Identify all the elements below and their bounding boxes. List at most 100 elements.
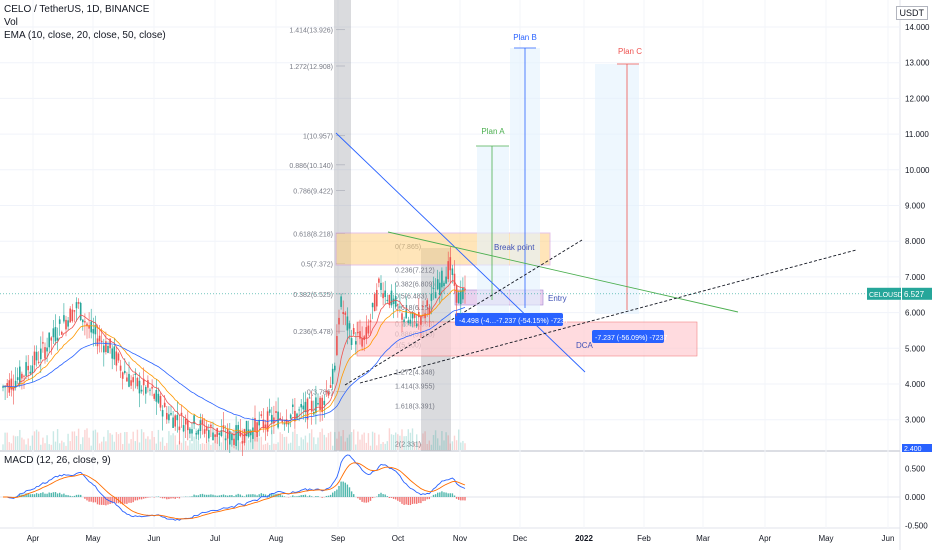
candle-body bbox=[460, 291, 462, 305]
candle-body bbox=[302, 405, 305, 410]
macd-histogram-bar bbox=[145, 497, 147, 499]
volume-bar bbox=[378, 434, 380, 450]
candle-body bbox=[174, 415, 176, 427]
macd-histogram-bar bbox=[191, 496, 193, 497]
candle-body bbox=[82, 319, 84, 323]
price-axis-bg bbox=[900, 0, 932, 550]
signal-line bbox=[2, 462, 466, 520]
volume-bar bbox=[380, 443, 382, 450]
volume-bar bbox=[115, 432, 118, 450]
measure-label-2-bg bbox=[592, 330, 664, 343]
volume-bar bbox=[65, 445, 67, 450]
trendline-dashed-2 bbox=[359, 249, 857, 384]
volume-bar bbox=[292, 431, 294, 450]
ema-20-line bbox=[2, 289, 466, 434]
candle-body bbox=[336, 336, 338, 356]
volume-bar bbox=[260, 436, 262, 450]
volume-bar bbox=[203, 443, 206, 450]
volume-bar bbox=[90, 445, 92, 450]
macd-histogram-bar bbox=[363, 497, 365, 503]
candle-body bbox=[348, 323, 351, 329]
macd-legend: MACD (12, 26, close, 9) bbox=[4, 455, 111, 466]
candle-body bbox=[264, 424, 267, 428]
candle-body bbox=[40, 348, 42, 360]
trendline-green bbox=[387, 231, 739, 313]
volume-bar bbox=[308, 433, 311, 450]
candle-body bbox=[294, 410, 296, 422]
x-tick-label: Jul bbox=[210, 534, 220, 543]
macd-histogram-bar bbox=[367, 497, 370, 503]
candle-body bbox=[453, 273, 456, 286]
macd-histogram-bar bbox=[403, 497, 405, 505]
x-tick-label: Apr bbox=[759, 534, 772, 543]
candle-body bbox=[352, 328, 355, 335]
macd-histogram-bar bbox=[237, 493, 239, 497]
macd-histogram-bar bbox=[174, 497, 176, 499]
macd-histogram-bar bbox=[325, 495, 328, 497]
volume-bar bbox=[405, 436, 407, 450]
candle-body bbox=[445, 276, 447, 284]
macd-histogram-bar bbox=[210, 494, 212, 497]
candle-body bbox=[275, 411, 277, 413]
candle-body bbox=[117, 353, 120, 361]
macd-histogram-bar bbox=[52, 492, 55, 497]
candle-body bbox=[344, 312, 347, 315]
candle-body bbox=[197, 429, 200, 435]
fib2-level-label: 0.236(7.212) bbox=[395, 267, 435, 274]
candle-body bbox=[180, 412, 183, 415]
volume-bar bbox=[342, 430, 344, 450]
candle-body bbox=[115, 351, 118, 366]
macd-histogram-bar bbox=[300, 495, 302, 497]
measure-label-2: -7.237 (-56.09%) -7237 bbox=[595, 335, 667, 342]
x-tick-label: Aug bbox=[269, 534, 283, 543]
candle-body bbox=[306, 398, 309, 420]
candle-body bbox=[281, 419, 284, 423]
candle-body bbox=[260, 414, 263, 416]
volume-bar bbox=[48, 444, 50, 450]
currency-label[interactable]: USDT bbox=[895, 6, 928, 20]
volume-bar bbox=[155, 443, 157, 450]
measure-label-1: -4.498 (-4…-7.237 (-54.15%) -7237 bbox=[459, 318, 569, 325]
macd-histogram-bar bbox=[193, 494, 195, 497]
candle-body bbox=[258, 419, 260, 426]
volume-bar bbox=[275, 444, 277, 450]
volume-bar bbox=[365, 442, 367, 450]
volume-bar bbox=[56, 429, 59, 450]
macd-histogram-bar bbox=[214, 495, 216, 497]
candle-body bbox=[443, 282, 445, 287]
y-tick-label: 5.000 bbox=[905, 344, 926, 353]
volume-bar bbox=[287, 443, 290, 450]
macd-histogram-bar bbox=[340, 481, 342, 497]
candle-body bbox=[239, 431, 242, 437]
macd-histogram-bar bbox=[390, 497, 393, 498]
macd-histogram-bar bbox=[361, 497, 363, 502]
volume-bar bbox=[107, 430, 109, 450]
candle-body bbox=[31, 365, 34, 374]
candle-body bbox=[172, 417, 174, 428]
candle-body bbox=[52, 328, 55, 338]
candle-body bbox=[155, 389, 158, 402]
macd-histogram-bar bbox=[69, 495, 71, 497]
macd-histogram-bar bbox=[384, 494, 386, 497]
volume-bar bbox=[418, 441, 420, 450]
y-tick-label: 7.000 bbox=[905, 273, 926, 282]
volume-bar bbox=[283, 437, 286, 450]
candle-body bbox=[296, 413, 298, 419]
candle-body bbox=[163, 402, 166, 408]
fib-level-label: 0.886(10.140) bbox=[289, 163, 333, 170]
macd-histogram-bar bbox=[166, 497, 168, 500]
candle-body bbox=[44, 347, 46, 359]
macd-histogram-bar bbox=[59, 492, 61, 497]
macd-histogram-bar bbox=[411, 497, 414, 504]
macd-histogram-bar bbox=[334, 491, 336, 497]
volume-bar bbox=[340, 436, 342, 450]
volume-bar bbox=[63, 442, 65, 450]
candle-body bbox=[94, 324, 97, 335]
candle-body bbox=[457, 292, 460, 304]
candle-body bbox=[289, 414, 292, 419]
macd-histogram-bar bbox=[216, 495, 218, 497]
x-tick-label: Mar bbox=[696, 534, 710, 543]
macd-histogram-bar bbox=[399, 497, 401, 502]
macd-histogram-bar bbox=[281, 495, 283, 497]
